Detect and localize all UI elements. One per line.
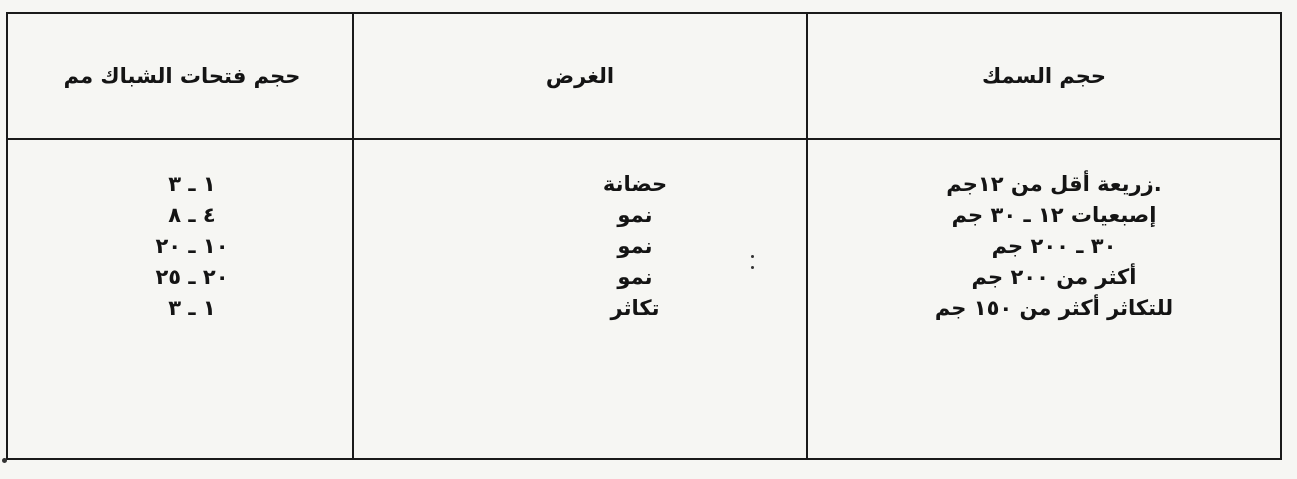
- cell-mesh-size: ٢٠ ـ ٢٥: [155, 265, 229, 289]
- cell-purpose: نمو: [617, 265, 653, 289]
- header-mesh-size: حجم فتحات الشباك مم: [8, 14, 356, 140]
- column-purpose: الغرض حضانة نمو نمو نمو تكاثر: [352, 14, 808, 458]
- cell-mesh-size: ١ ـ ٣: [168, 172, 216, 196]
- cell-purpose: نمو: [617, 203, 653, 227]
- cell-fish-size: للتكاثر أكثر من ١٥٠ جم: [934, 296, 1174, 320]
- cell-purpose: نمو: [617, 234, 653, 258]
- data-table: حجم السمك .زريعة أقل من ١٢جم إصبعيات ١٢ …: [6, 12, 1282, 460]
- cell-fish-size: .زريعة أقل من ١٢جم: [946, 172, 1162, 196]
- header-purpose: الغرض: [354, 14, 806, 140]
- header-fish-size: حجم السمك: [808, 14, 1280, 140]
- cell-fish-size: إصبعيات ١٢ ـ ٣٠ جم: [951, 203, 1157, 227]
- scan-speck: [2, 458, 7, 463]
- column-fish-size: حجم السمك .زريعة أقل من ١٢جم إصبعيات ١٢ …: [808, 14, 1280, 458]
- cell-fish-size: ٣٠ ـ ٢٠٠ جم: [991, 234, 1117, 258]
- scan-speck: [751, 266, 754, 269]
- column-mesh-size: حجم فتحات الشباك مم ١ ـ ٣ ٤ ـ ٨ ١٠ ـ ٢٠ …: [8, 14, 356, 458]
- cell-purpose: تكاثر: [610, 296, 660, 320]
- cell-mesh-size: ٤ ـ ٨: [168, 203, 216, 227]
- cell-purpose: حضانة: [602, 172, 668, 196]
- scan-speck: [751, 255, 754, 258]
- cell-mesh-size: ١٠ ـ ٢٠: [155, 234, 229, 258]
- cell-mesh-size: ١ ـ ٣: [168, 296, 216, 320]
- cell-fish-size: أكثر من ٢٠٠ جم: [971, 265, 1137, 289]
